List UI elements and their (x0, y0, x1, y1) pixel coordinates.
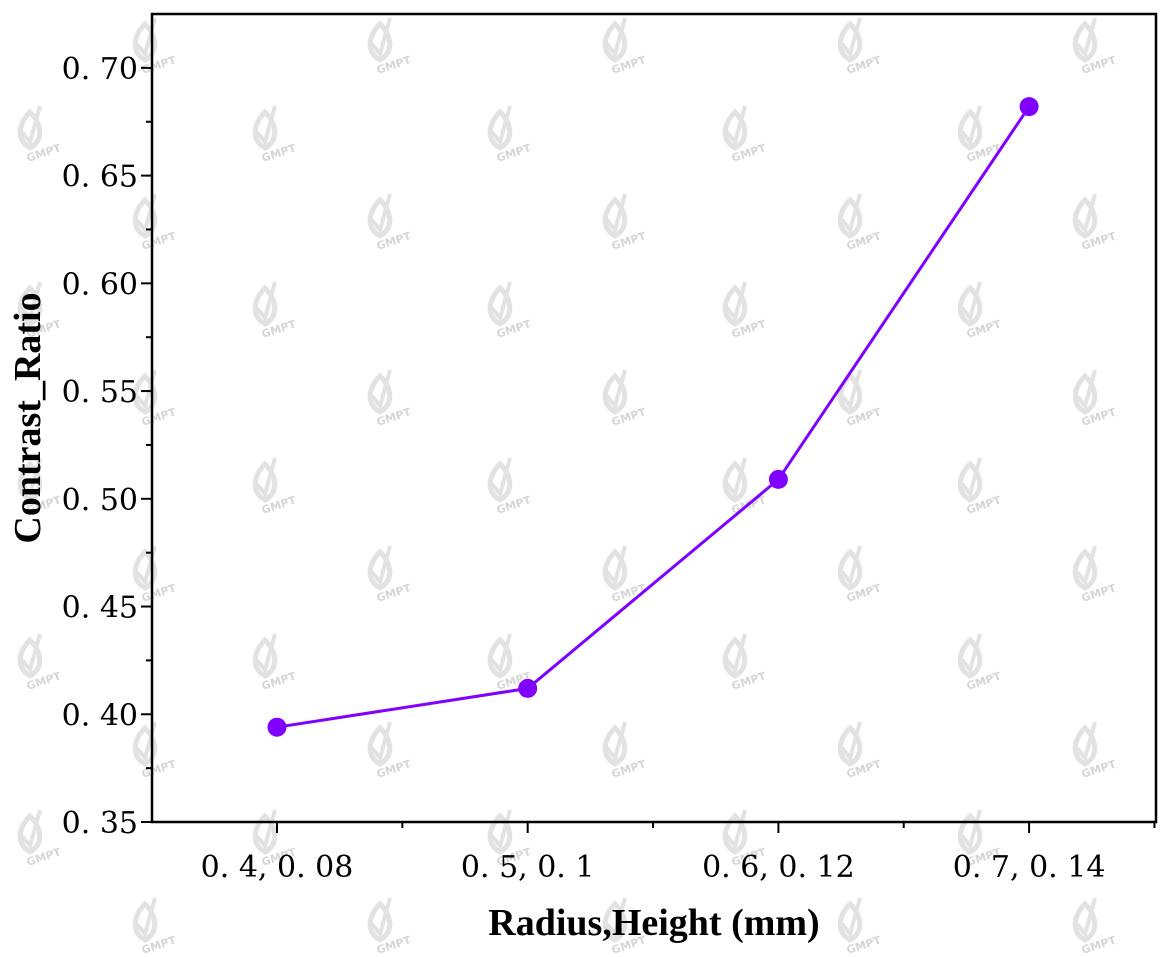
watermark: GMPT (602, 721, 648, 781)
watermark: GMPT (837, 897, 883, 957)
watermark: GMPT (722, 105, 768, 165)
watermark: GMPT (132, 897, 178, 957)
series-line (276, 105, 1031, 729)
y-axis-title: Contrast_Ratio (7, 292, 49, 543)
series-layer (267, 97, 1039, 737)
data-point (1019, 97, 1039, 117)
watermark: GMPT (837, 17, 883, 77)
watermark: GMPT (837, 545, 883, 605)
y-tick-label: 0. 50 (62, 483, 138, 518)
watermark: GMPT (367, 369, 413, 429)
watermark: GMPT (722, 633, 768, 693)
watermark: GMPT (252, 457, 298, 517)
x-axis: 0. 4, 0. 08 0. 5, 0. 1 0. 6, 0. 12 0. 7, 0.… (201, 822, 1156, 885)
watermark: GMPT (487, 281, 533, 341)
watermark: GMPT (17, 105, 63, 165)
x-tick-label: 0. 7, 0. 14 (953, 850, 1106, 885)
y-tick-label: 0. 65 (62, 160, 138, 195)
watermark-layer: GMPT GMPT GMPT GMPT GMPT GMPT GMPT GMPT GMPT GMPT… (17, 17, 1118, 957)
watermark: GMPT (367, 17, 413, 77)
watermark: GMPT (1072, 369, 1118, 429)
watermark: GMPT (957, 281, 1003, 341)
y-tick-label: 0. 40 (62, 698, 138, 733)
x-tick-label: 0. 5, 0. 1 (461, 850, 595, 885)
watermark: GMPT (602, 17, 648, 77)
watermark: GMPT (722, 457, 768, 517)
data-point (768, 469, 788, 489)
watermark: GMPT (132, 193, 178, 253)
y-tick-label: 0. 70 (62, 52, 138, 87)
watermark: GMPT (487, 105, 533, 165)
watermark: GMPT (252, 633, 298, 693)
watermark: GMPT (132, 721, 178, 781)
watermark: GMPT (1072, 721, 1118, 781)
y-tick-label: 0. 60 (62, 267, 138, 302)
y-tick-label: 0. 55 (62, 375, 138, 410)
watermark: GMPT (1072, 897, 1118, 957)
data-point (267, 717, 287, 737)
watermark: GMPT (602, 369, 648, 429)
watermark: GMPT (17, 809, 63, 869)
watermark: GMPT (957, 633, 1003, 693)
watermark: GMPT (132, 369, 178, 429)
watermark: GMPT (1072, 193, 1118, 253)
y-tick-label: 0. 35 (62, 806, 138, 841)
watermark: GMPT (1072, 545, 1118, 605)
watermark: GMPT (367, 545, 413, 605)
watermark: GMPT (367, 721, 413, 781)
watermark: GMPT (602, 545, 648, 605)
watermark: GMPT (957, 457, 1003, 517)
watermark: GMPT (837, 721, 883, 781)
data-point (518, 678, 538, 698)
watermark: GMPT (252, 105, 298, 165)
x-axis-title: Radius,Height (mm) (488, 902, 819, 944)
y-tick-label: 0. 45 (62, 591, 138, 626)
x-tick-label: 0. 4, 0. 08 (201, 850, 354, 885)
watermark: GMPT (17, 633, 63, 693)
x-tick-label: 0. 6, 0. 12 (702, 850, 855, 885)
watermark: GMPT (487, 457, 533, 517)
watermark: GMPT (132, 545, 178, 605)
watermark: GMPT (1072, 17, 1118, 77)
watermark: GMPT (602, 193, 648, 253)
watermark: GMPT (367, 193, 413, 253)
watermark: GMPT (367, 897, 413, 957)
y-axis: 0. 35 0. 40 0. 45 0. 50 0. 55 0. 60 0. 65 0. 70 (62, 52, 152, 841)
watermark: GMPT (252, 281, 298, 341)
watermark: GMPT (837, 193, 883, 253)
watermark: GMPT (722, 281, 768, 341)
plot-frame (150, 12, 1158, 824)
